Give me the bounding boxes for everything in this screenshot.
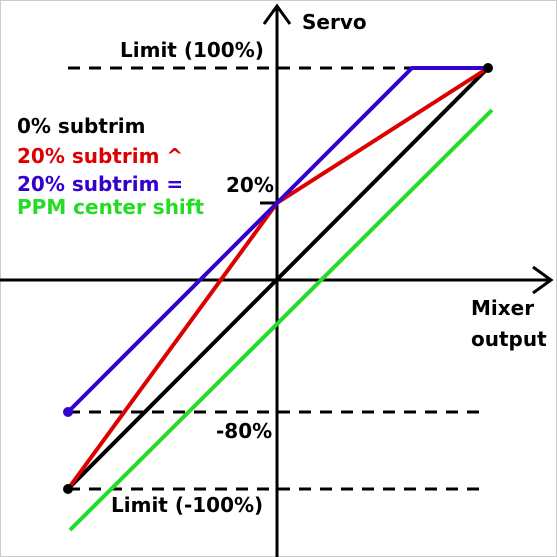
legend-item-subtrim-scaled: 20% subtrim ^ (17, 144, 183, 168)
arrow-right-icon (532, 265, 554, 295)
endpoint-blue-left (63, 407, 73, 417)
arrow-up-icon (262, 3, 292, 25)
x-axis-label-line2: output (471, 327, 547, 351)
series-zero-subtrim (66, 66, 490, 491)
series-ppm-center-shift (68, 108, 494, 532)
limit-bottom-label: Limit (-100%) (111, 493, 263, 517)
tick-minus80-label: -80% (216, 419, 272, 443)
y-axis-label: Servo (302, 10, 367, 34)
tick-20-label: 20% (226, 173, 274, 197)
legend-item-zero-subtrim: 0% subtrim (17, 114, 146, 138)
endpoint-bottom-left (63, 484, 73, 494)
x-axis-label-line1: Mixer (471, 296, 534, 320)
legend-item-ppm-center-shift: PPM center shift (17, 195, 204, 219)
legend-item-subtrim-shifted: 20% subtrim = (17, 172, 183, 196)
legend: 0% subtrim 20% subtrim ^ 20% subtrim = P… (17, 114, 204, 219)
endpoint-top-right (483, 63, 493, 73)
series-subtrim-shifted (66, 66, 488, 414)
limit-top-label: Limit (100%) (120, 38, 264, 62)
